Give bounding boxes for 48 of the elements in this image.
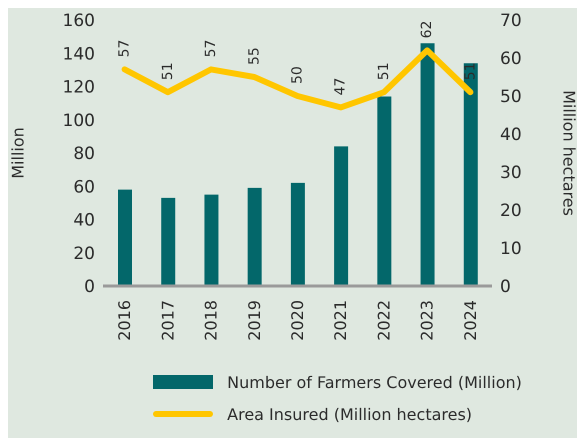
bar [161, 198, 176, 286]
y2-tick-label: 70 [500, 11, 522, 32]
y2-tick-label: 60 [500, 49, 522, 70]
y-tick-label: 80 [73, 144, 95, 164]
bar [420, 43, 435, 286]
y-tick-label: 0 [84, 277, 95, 298]
data-label: 57 [203, 40, 220, 58]
y-tick-label: 20 [73, 244, 95, 264]
data-label: 51 [462, 62, 478, 80]
x-tick-label: 2019 [244, 300, 264, 341]
y2-tick-label: 0 [500, 277, 511, 298]
x-tick-label: 2024 [460, 300, 480, 341]
x-tick-label: 2018 [202, 300, 221, 341]
data-label: 51 [376, 62, 392, 80]
y2-tick-label: 50 [500, 87, 522, 108]
y-tick-label: 100 [62, 110, 95, 131]
bar [118, 190, 132, 286]
data-label: 57 [116, 40, 133, 58]
legend-label: Number of Farmers Covered (Million) [227, 372, 522, 392]
bar [377, 96, 392, 286]
x-tick-label: 2020 [288, 300, 307, 341]
x-tick-label: 2021 [331, 300, 350, 341]
y2-tick-label: 20 [500, 201, 522, 222]
bar [290, 182, 305, 286]
bar [464, 63, 478, 286]
y-tick-label: 140 [62, 44, 95, 64]
y-tick-label: 120 [62, 78, 95, 98]
y-tick-label: 160 [62, 11, 95, 32]
bar [334, 146, 348, 286]
y2-tick-label: 40 [500, 125, 522, 146]
y2-axis-title: Million hectares [559, 90, 578, 216]
y-axis-title: Million [8, 127, 28, 179]
x-tick-label: 2017 [158, 300, 178, 341]
y-tick-label: 40 [73, 210, 95, 231]
legend-label: Area Insured (Million hectares) [227, 404, 472, 424]
y2-tick-label: 30 [500, 163, 522, 184]
data-label: 47 [332, 78, 349, 96]
data-label: 51 [160, 62, 176, 80]
x-tick-label: 2023 [418, 300, 437, 341]
data-label: 55 [246, 47, 262, 65]
x-tick-label: 2022 [374, 300, 394, 341]
y-tick-label: 60 [73, 177, 95, 198]
data-label: 62 [419, 20, 436, 38]
x-tick-label: 2016 [115, 300, 134, 341]
bar [248, 188, 262, 286]
data-label: 50 [290, 66, 306, 84]
y2-tick-label: 10 [500, 239, 522, 260]
bar [204, 194, 218, 286]
